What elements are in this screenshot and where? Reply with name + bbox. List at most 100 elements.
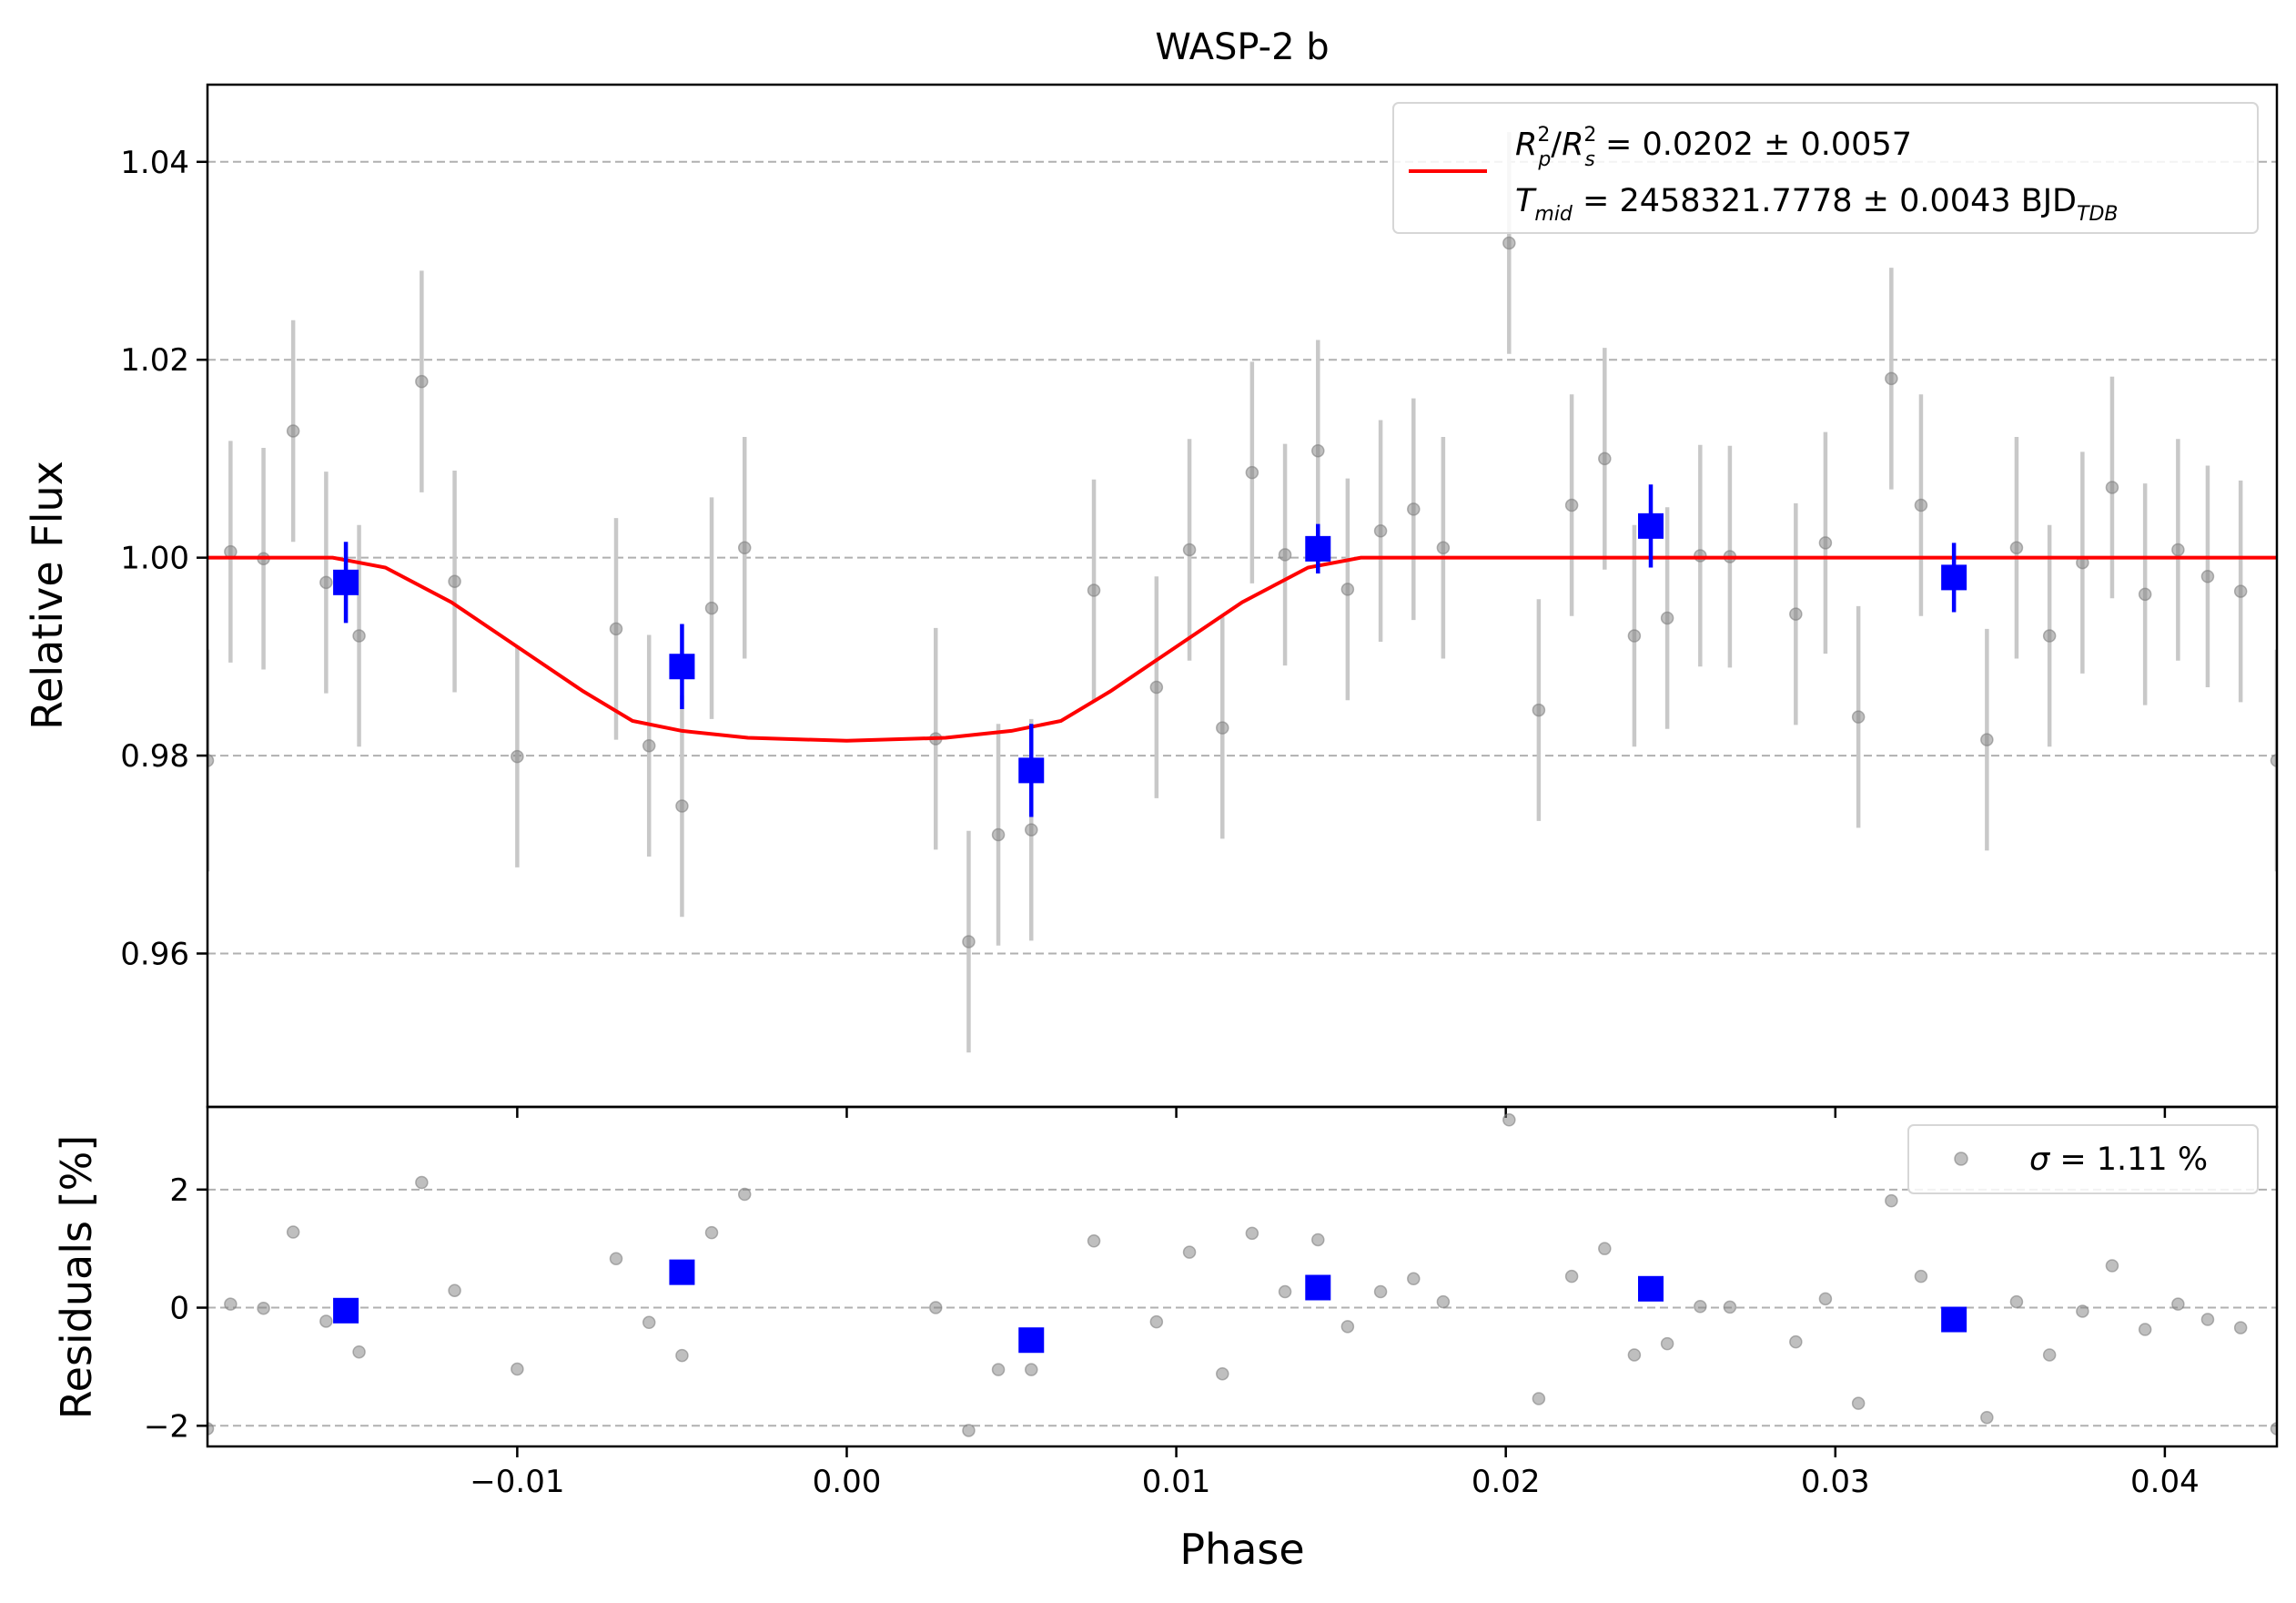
residual-point [2138, 1323, 2152, 1336]
residual-data-points [207, 1113, 2277, 1437]
residual-point [1789, 1334, 1803, 1349]
flux-y-tick-label: 0.98 [120, 738, 189, 775]
flux-data-point [1216, 721, 1229, 735]
residual-binned-point [333, 1297, 359, 1324]
flux-data-point [991, 827, 1006, 842]
residual-point [1025, 1363, 1038, 1376]
flux-panel: 0.96 0.98 1.00 1.02 1.04 Relative Flux R2 p/R… [23, 83, 2279, 1118]
residual-point [2200, 1313, 2215, 1326]
flux-data-point [2200, 570, 2215, 583]
residuals-y-tick-label: 2 [169, 1172, 189, 1209]
residual-point [2171, 1297, 2185, 1311]
flux-binned-point [333, 569, 359, 595]
flux-data-point [1627, 629, 1642, 643]
flux-data-point [1914, 498, 1928, 512]
residual-point [2009, 1294, 2024, 1309]
flux-binned-point [1941, 564, 1967, 591]
flux-data-point [415, 374, 429, 389]
residual-point [1885, 1193, 1898, 1208]
residual-point [2270, 1422, 2277, 1436]
flux-y-tick-label: 0.96 [120, 936, 189, 972]
residual-point [1532, 1392, 1546, 1405]
residual-point [1598, 1242, 1612, 1255]
residual-point [1660, 1336, 1674, 1351]
flux-plot-area [207, 132, 2277, 1053]
flux-data-point [1660, 611, 1674, 625]
flux-data-point [1087, 583, 1101, 597]
flux-data-point [1025, 823, 1038, 837]
residual-point [1436, 1294, 1451, 1309]
flux-data-point [962, 935, 976, 949]
x-tick-label: 0.02 [1472, 1464, 1541, 1500]
flux-binned-points [333, 484, 1967, 817]
residuals-panel: −2 0 2 −0.01 0.00 0.01 0.02 0.03 0.04 Residuals… [52, 1105, 2279, 1574]
flux-data-point [737, 541, 752, 555]
residuals-y-axis-label: Residuals [%] [52, 1135, 101, 1419]
residual-binned-point [1018, 1327, 1045, 1354]
flux-data-point [1407, 502, 1421, 516]
flux-data-point [1373, 524, 1388, 538]
flux-binned-point [1638, 512, 1664, 539]
flux-x-ticks [516, 1107, 2167, 1118]
flux-data-point [704, 601, 719, 615]
x-tick-label: 0.01 [1142, 1464, 1211, 1500]
residual-point [1723, 1300, 1737, 1314]
flux-data-point [1436, 541, 1451, 555]
flux-data-point [2138, 587, 2152, 602]
residual-point [319, 1314, 333, 1328]
flux-data-point [2042, 629, 2057, 643]
residual-point [737, 1187, 752, 1202]
residual-point [224, 1297, 238, 1311]
x-tick-label: 0.00 [813, 1464, 882, 1500]
flux-gridlines [207, 160, 2277, 955]
flux-data-point [207, 754, 215, 767]
residual-binned-points [333, 1259, 1967, 1354]
residual-point [675, 1348, 689, 1363]
legend-depth-text: R2 p/R2 s = 0.0202 ± 0.0057 [1515, 124, 1912, 171]
residual-point [1340, 1320, 1355, 1334]
residual-point [2105, 1259, 2119, 1273]
residual-point [1216, 1366, 1229, 1381]
residuals-legend: σ = 1.11 % [1907, 1124, 2259, 1194]
flux-data-point [2105, 481, 2119, 494]
residual-point [1278, 1284, 1292, 1299]
flux-data-point [1694, 549, 1707, 563]
flux-y-tick-label: 1.04 [120, 145, 189, 181]
flux-data-point [1182, 543, 1197, 557]
residual-point [2042, 1348, 2057, 1362]
residual-point [1311, 1233, 1325, 1247]
flux-data-point [2233, 584, 2248, 598]
residual-point [2076, 1304, 2089, 1318]
residual-point [1149, 1314, 1164, 1329]
flux-data-point [1818, 536, 1833, 550]
residual-point [1502, 1113, 1516, 1127]
flux-data-point [1532, 703, 1546, 717]
flux-data-point [1789, 607, 1803, 621]
residual-point [1818, 1292, 1833, 1306]
residual-point [609, 1252, 623, 1265]
residual-point [1694, 1300, 1707, 1314]
flux-data-point [1598, 451, 1612, 466]
flux-binned-point [1018, 757, 1045, 784]
flux-data-point [2270, 754, 2277, 767]
flux-data-point [448, 574, 461, 588]
residual-binned-point [1305, 1274, 1331, 1301]
residual-point [2233, 1321, 2248, 1334]
residual-point [1564, 1269, 1579, 1283]
flux-data-point [1340, 583, 1355, 596]
residual-point [352, 1344, 366, 1359]
flux-data-point [642, 738, 656, 753]
residuals-y-tick-label: 0 [169, 1291, 189, 1327]
legend-residual-marker [1954, 1152, 1968, 1166]
x-tick-label: 0.03 [1801, 1464, 1870, 1500]
residuals-axes-frame [206, 1105, 2279, 1448]
flux-data-point [511, 749, 524, 764]
residual-point [928, 1301, 943, 1314]
residual-point [1627, 1348, 1642, 1362]
flux-data-point [2009, 541, 2024, 555]
x-tick-label: −0.01 [470, 1464, 564, 1500]
residual-point [1373, 1284, 1388, 1299]
x-tick-label: 0.04 [2130, 1464, 2200, 1500]
flux-data-point [1885, 371, 1898, 386]
flux-y-tick-label: 1.02 [120, 342, 189, 379]
